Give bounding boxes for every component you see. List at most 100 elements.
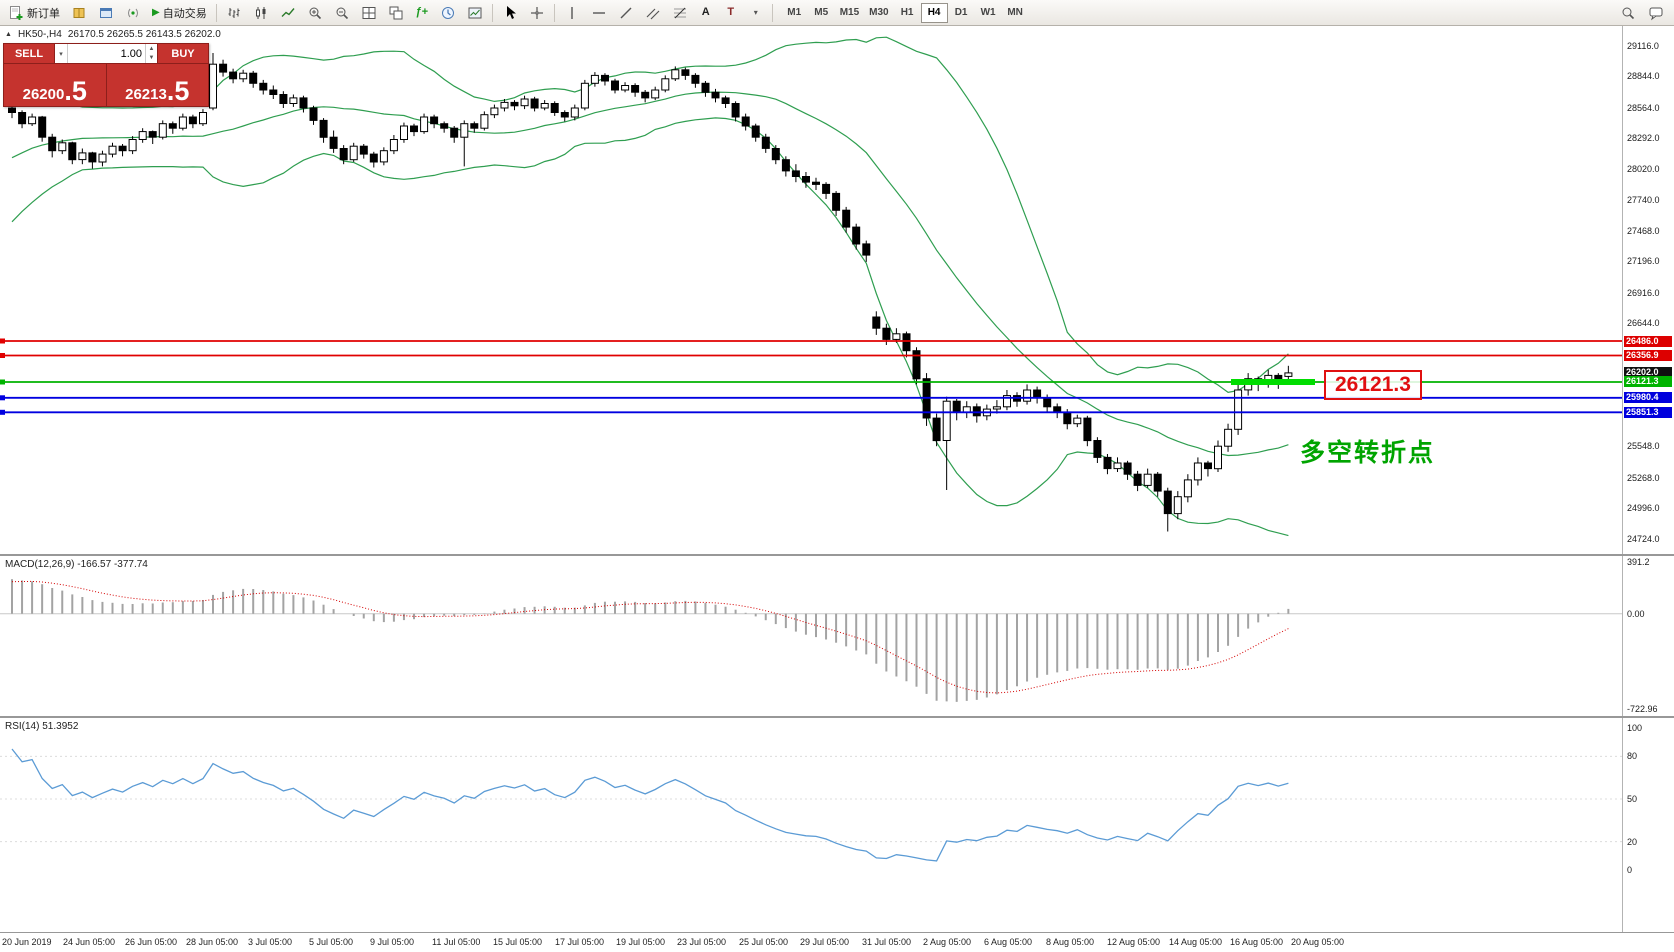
time-axis-label: 5 Jul 05:00 [309,937,354,947]
rsi-scale-label: 80 [1627,751,1638,761]
timeframe-h4[interactable]: H4 [920,2,948,23]
cursor-icon [506,5,516,19]
volume-stepper[interactable]: ▲ ▼ [145,44,157,63]
history-center-icon [73,7,85,18]
line-chart-icon [281,7,295,17]
timeframe-mn[interactable]: MN [1002,3,1029,23]
time-axis-label: 8 Aug 05:00 [1046,937,1095,947]
price-scale-label: 27740.0 [1627,195,1660,205]
auto-trading-button[interactable]: ▶ 自动交易 [147,2,212,24]
volume-down-icon[interactable]: ▼ [148,55,155,62]
expert-advisors-button[interactable] [120,2,146,24]
tile-windows-icon [362,6,376,19]
label-tool-button[interactable]: T [719,2,743,24]
zoom-out-button[interactable] [329,2,355,24]
highlighted-line-segment[interactable] [1231,379,1315,385]
tile-windows-button[interactable] [356,2,382,24]
macd-histogram [11,579,1290,702]
sell-price-main: 26200 [22,85,65,103]
search-icon [1622,7,1635,19]
timeframe-m30[interactable]: M30 [864,3,893,23]
price-tag: 26356.9 [1624,350,1672,361]
label-tool-icon: T [727,6,735,18]
sell-button[interactable]: SELL [4,44,54,63]
toolbar-separator [553,3,555,22]
horizontal-line-icon [592,11,605,14]
candles-layer [8,53,1293,532]
trendline-tool-button[interactable] [613,2,639,24]
indicators-button[interactable]: ƒ+ [410,2,434,24]
cascade-windows-button[interactable] [383,2,409,24]
line-chart-mode-button[interactable] [275,2,301,24]
timeframe-d1[interactable]: D1 [948,3,975,23]
search-button[interactable] [1615,2,1641,24]
timeframe-m15[interactable]: M15 [835,3,864,23]
timeframe-w1[interactable]: W1 [975,3,1002,23]
timeframe-h1[interactable]: H1 [894,3,921,23]
chart-symbol-period: HK50-,H4 [17,29,62,40]
time-axis-label: 19 Jul 05:00 [616,937,666,947]
bar-chart-mode-button[interactable] [221,2,247,24]
channel-tool-button[interactable] [640,2,666,24]
candlestick-mode-button[interactable] [248,2,274,24]
time-axis-label: 24 Jun 05:00 [63,937,116,947]
price-chart-canvas[interactable] [0,26,1622,554]
rsi-line [11,748,1289,862]
candlestick-chart-icon [255,6,266,19]
terminal-button[interactable] [93,2,119,24]
timeframe-m1[interactable]: M1 [781,3,808,23]
toolbar: 新订单 ▶ 自动交易 [0,0,1674,26]
price-tag: 26202.0 [1624,367,1672,378]
timeframe-m5[interactable]: M5 [808,3,835,23]
templates-button[interactable] [462,2,488,24]
time-axis-label: 23 Jul 05:00 [677,937,727,947]
time-axis[interactable]: 20 Jun 2019 24 Jun 05:00 26 Jun 05:00 28 Ju… [0,932,1674,952]
macd-pane[interactable]: MACD(12,26,9) -166.57 -377.74 391.2 0.00 -… [0,556,1674,716]
chart-ohlc-values: 26170.5 26265.5 26143.5 26202.0 [67,29,221,40]
shapes-dropdown-button[interactable]: ▾ [744,2,768,24]
sell-price[interactable]: 26200 .5 [4,64,107,106]
time-axis-label: 17 Jul 05:00 [555,937,605,947]
price-callout-label: 26121.3 [1324,370,1422,400]
price-scale-label: 26916.0 [1627,288,1660,298]
vertical-line-tool-button[interactable] [559,2,585,24]
toolbar-separator [491,3,493,22]
time-axis-label: 26 Jun 05:00 [125,937,178,947]
zoom-in-button[interactable] [302,2,328,24]
price-scale-label: 24996.0 [1627,503,1660,513]
time-axis-label: 25 Jul 05:00 [739,937,789,947]
horizontal-line-tool-button[interactable] [586,2,612,24]
chat-icon [1649,7,1663,20]
chat-button[interactable] [1643,2,1669,24]
crosshair-tool-button[interactable] [524,2,550,24]
rsi-scale[interactable]: 100 80 50 20 0 [1622,718,1674,932]
buy-button[interactable]: BUY [158,44,208,63]
rsi-pane[interactable]: RSI(14) 51.3952 100 80 50 20 0 [0,718,1674,932]
rsi-scale-label: 100 [1627,723,1643,733]
cursor-tool-button[interactable] [497,2,523,24]
macd-scale[interactable]: 391.2 0.00 -722.96 [1622,556,1674,716]
main-chart-pane[interactable]: ▲ HK50-,H4 26170.5 26265.5 26143.5 26202… [0,26,1674,554]
fibonacci-tool-button[interactable] [667,2,693,24]
period-button[interactable] [435,2,461,24]
one-click-trade-panel: SELL ▾ 1.00 ▲ ▼ BUY 26200 .5 26213 .5 [3,43,209,107]
crosshair-icon [530,6,543,19]
pane-separator[interactable] [0,716,1674,718]
buy-price[interactable]: 26213 .5 [107,64,209,106]
volume-dropdown-icon[interactable]: ▾ [55,44,68,63]
macd-scale-label: -722.96 [1627,704,1658,714]
volume-input[interactable]: 1.00 [120,47,142,60]
price-tag: 25980.4 [1624,392,1672,403]
new-order-button[interactable]: 新订单 [3,2,65,24]
price-scale[interactable]: 29116.0 28844.0 28564.0 28292.0 28020.0 27740… [1622,26,1674,554]
time-axis-label: 20 Aug 05:00 [1291,937,1345,947]
history-center-button[interactable] [66,2,92,24]
rsi-label: RSI(14) 51.3952 [5,721,79,732]
time-axis-label: 12 Aug 05:00 [1107,937,1161,947]
time-axis-label: 9 Jul 05:00 [370,937,415,947]
pane-separator[interactable] [0,554,1674,556]
price-tag: 25851.3 [1624,407,1672,418]
volume-up-icon[interactable]: ▲ [148,45,155,52]
text-tool-button[interactable]: A [694,2,718,24]
expert-advisors-icon [128,8,138,17]
